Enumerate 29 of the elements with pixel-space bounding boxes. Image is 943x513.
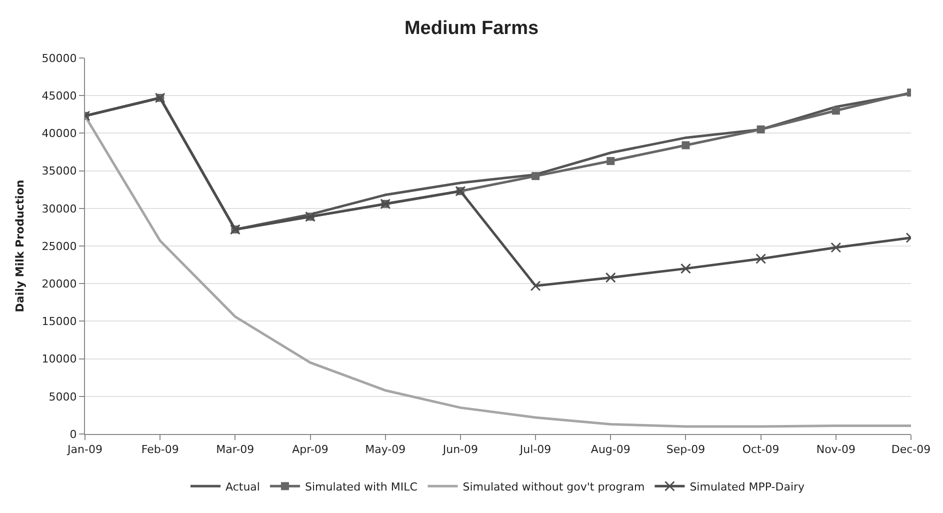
x-tick-label: Jul-09 xyxy=(518,443,552,456)
x-tick-label: Oct-09 xyxy=(742,443,780,456)
x-tick-label: Mar-09 xyxy=(216,443,254,456)
y-tick-label: 5000 xyxy=(48,390,77,404)
y-tick-label: 50000 xyxy=(42,52,77,65)
x-tick-label: Jun-09 xyxy=(442,443,478,456)
y-axis-title: Daily Milk Production xyxy=(13,180,26,312)
y-tick-label: 35000 xyxy=(42,164,77,178)
legend-label: Simulated without gov't program xyxy=(462,480,645,494)
x-tick-label: Nov-09 xyxy=(816,443,856,456)
y-tick-label: 0 xyxy=(70,428,77,441)
x-tick-label: Apr-09 xyxy=(292,443,328,456)
y-tick-label: 40000 xyxy=(42,127,77,140)
x-tick-label: Feb-09 xyxy=(141,443,179,456)
y-tick-label: 20000 xyxy=(42,277,77,290)
legend-label: Actual xyxy=(226,480,260,494)
x-tick-label: Aug-09 xyxy=(590,443,630,456)
x-tick-label: May-09 xyxy=(365,443,406,456)
legend-label: Simulated with MILC xyxy=(304,480,418,494)
y-tick-label: 25000 xyxy=(42,240,77,253)
y-tick-label: 15000 xyxy=(42,315,77,328)
x-tick-label: Jan-09 xyxy=(66,443,102,456)
x-tick-label: Sep-09 xyxy=(666,443,706,456)
legend-label: Simulated MPP-Dairy xyxy=(690,480,806,494)
y-tick-label: 45000 xyxy=(42,89,77,102)
y-tick-label: 30000 xyxy=(42,202,77,216)
chart-title: Medium Farms xyxy=(404,18,539,39)
x-tick-label: Dec-09 xyxy=(891,443,931,456)
y-tick-label: 10000 xyxy=(42,352,77,366)
